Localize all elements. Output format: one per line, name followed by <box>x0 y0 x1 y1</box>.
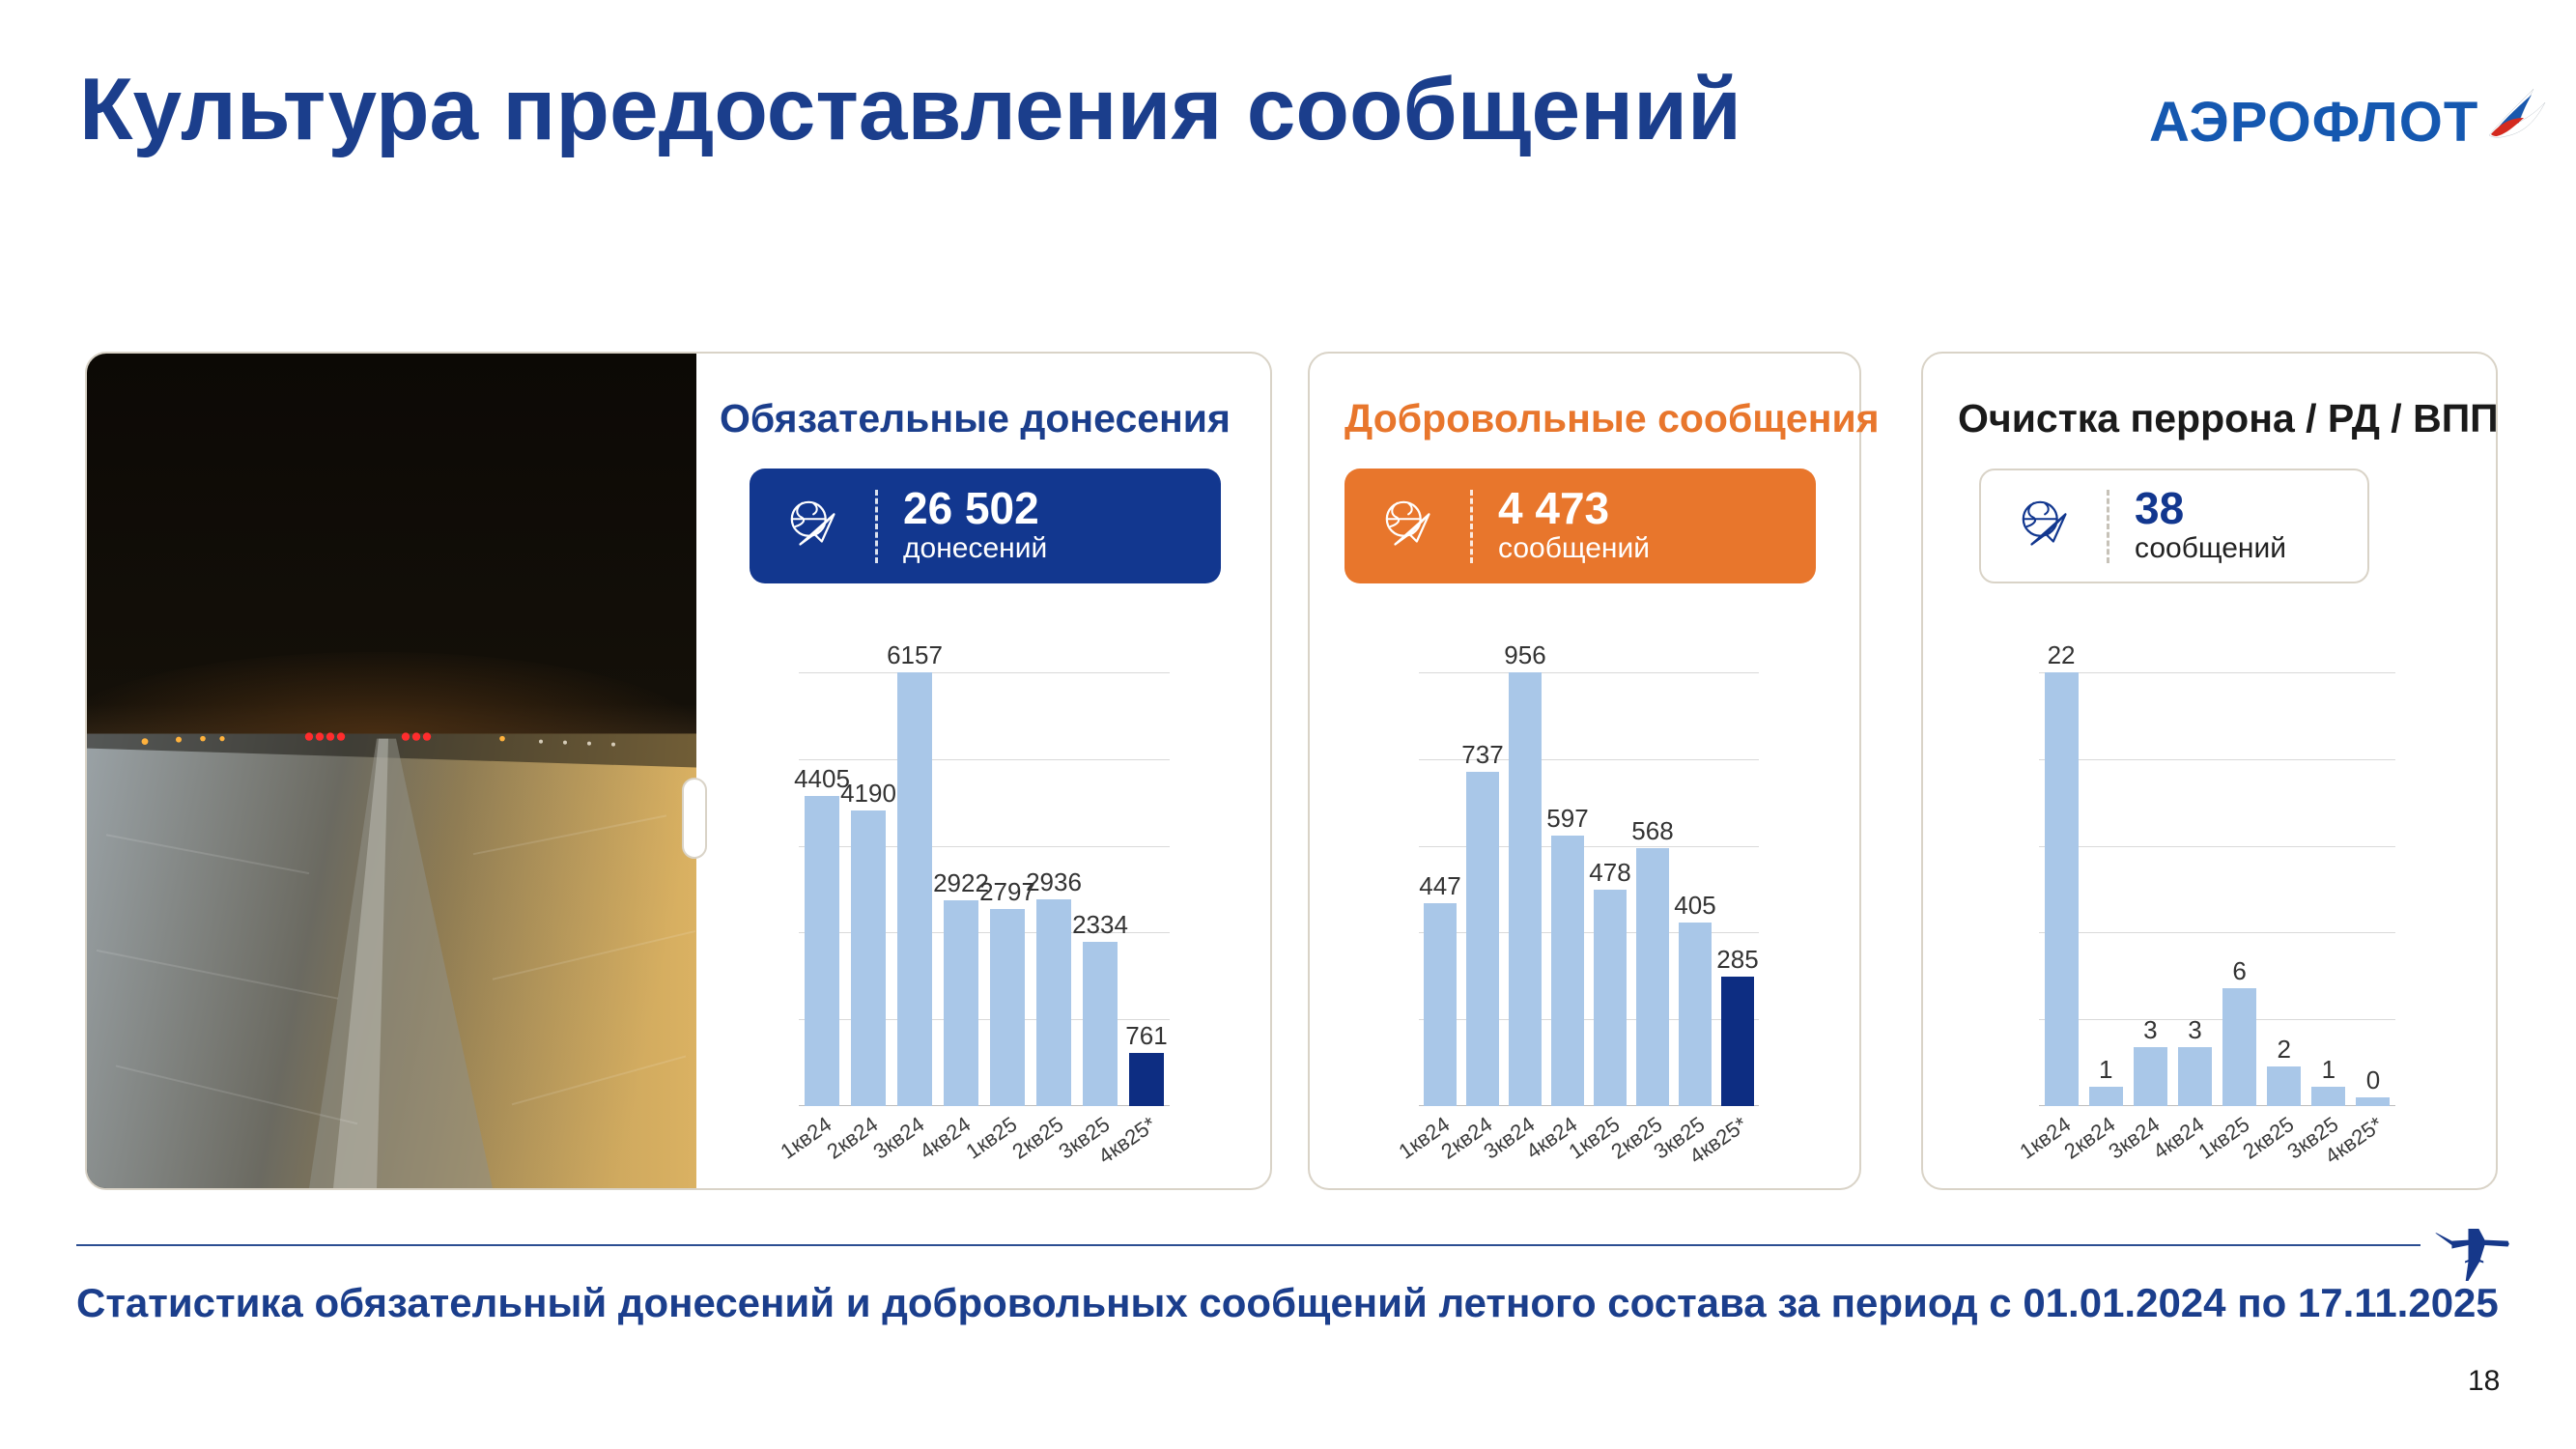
svg-text:АЭРОФЛОТ: АЭРОФЛОТ <box>2149 91 2478 154</box>
